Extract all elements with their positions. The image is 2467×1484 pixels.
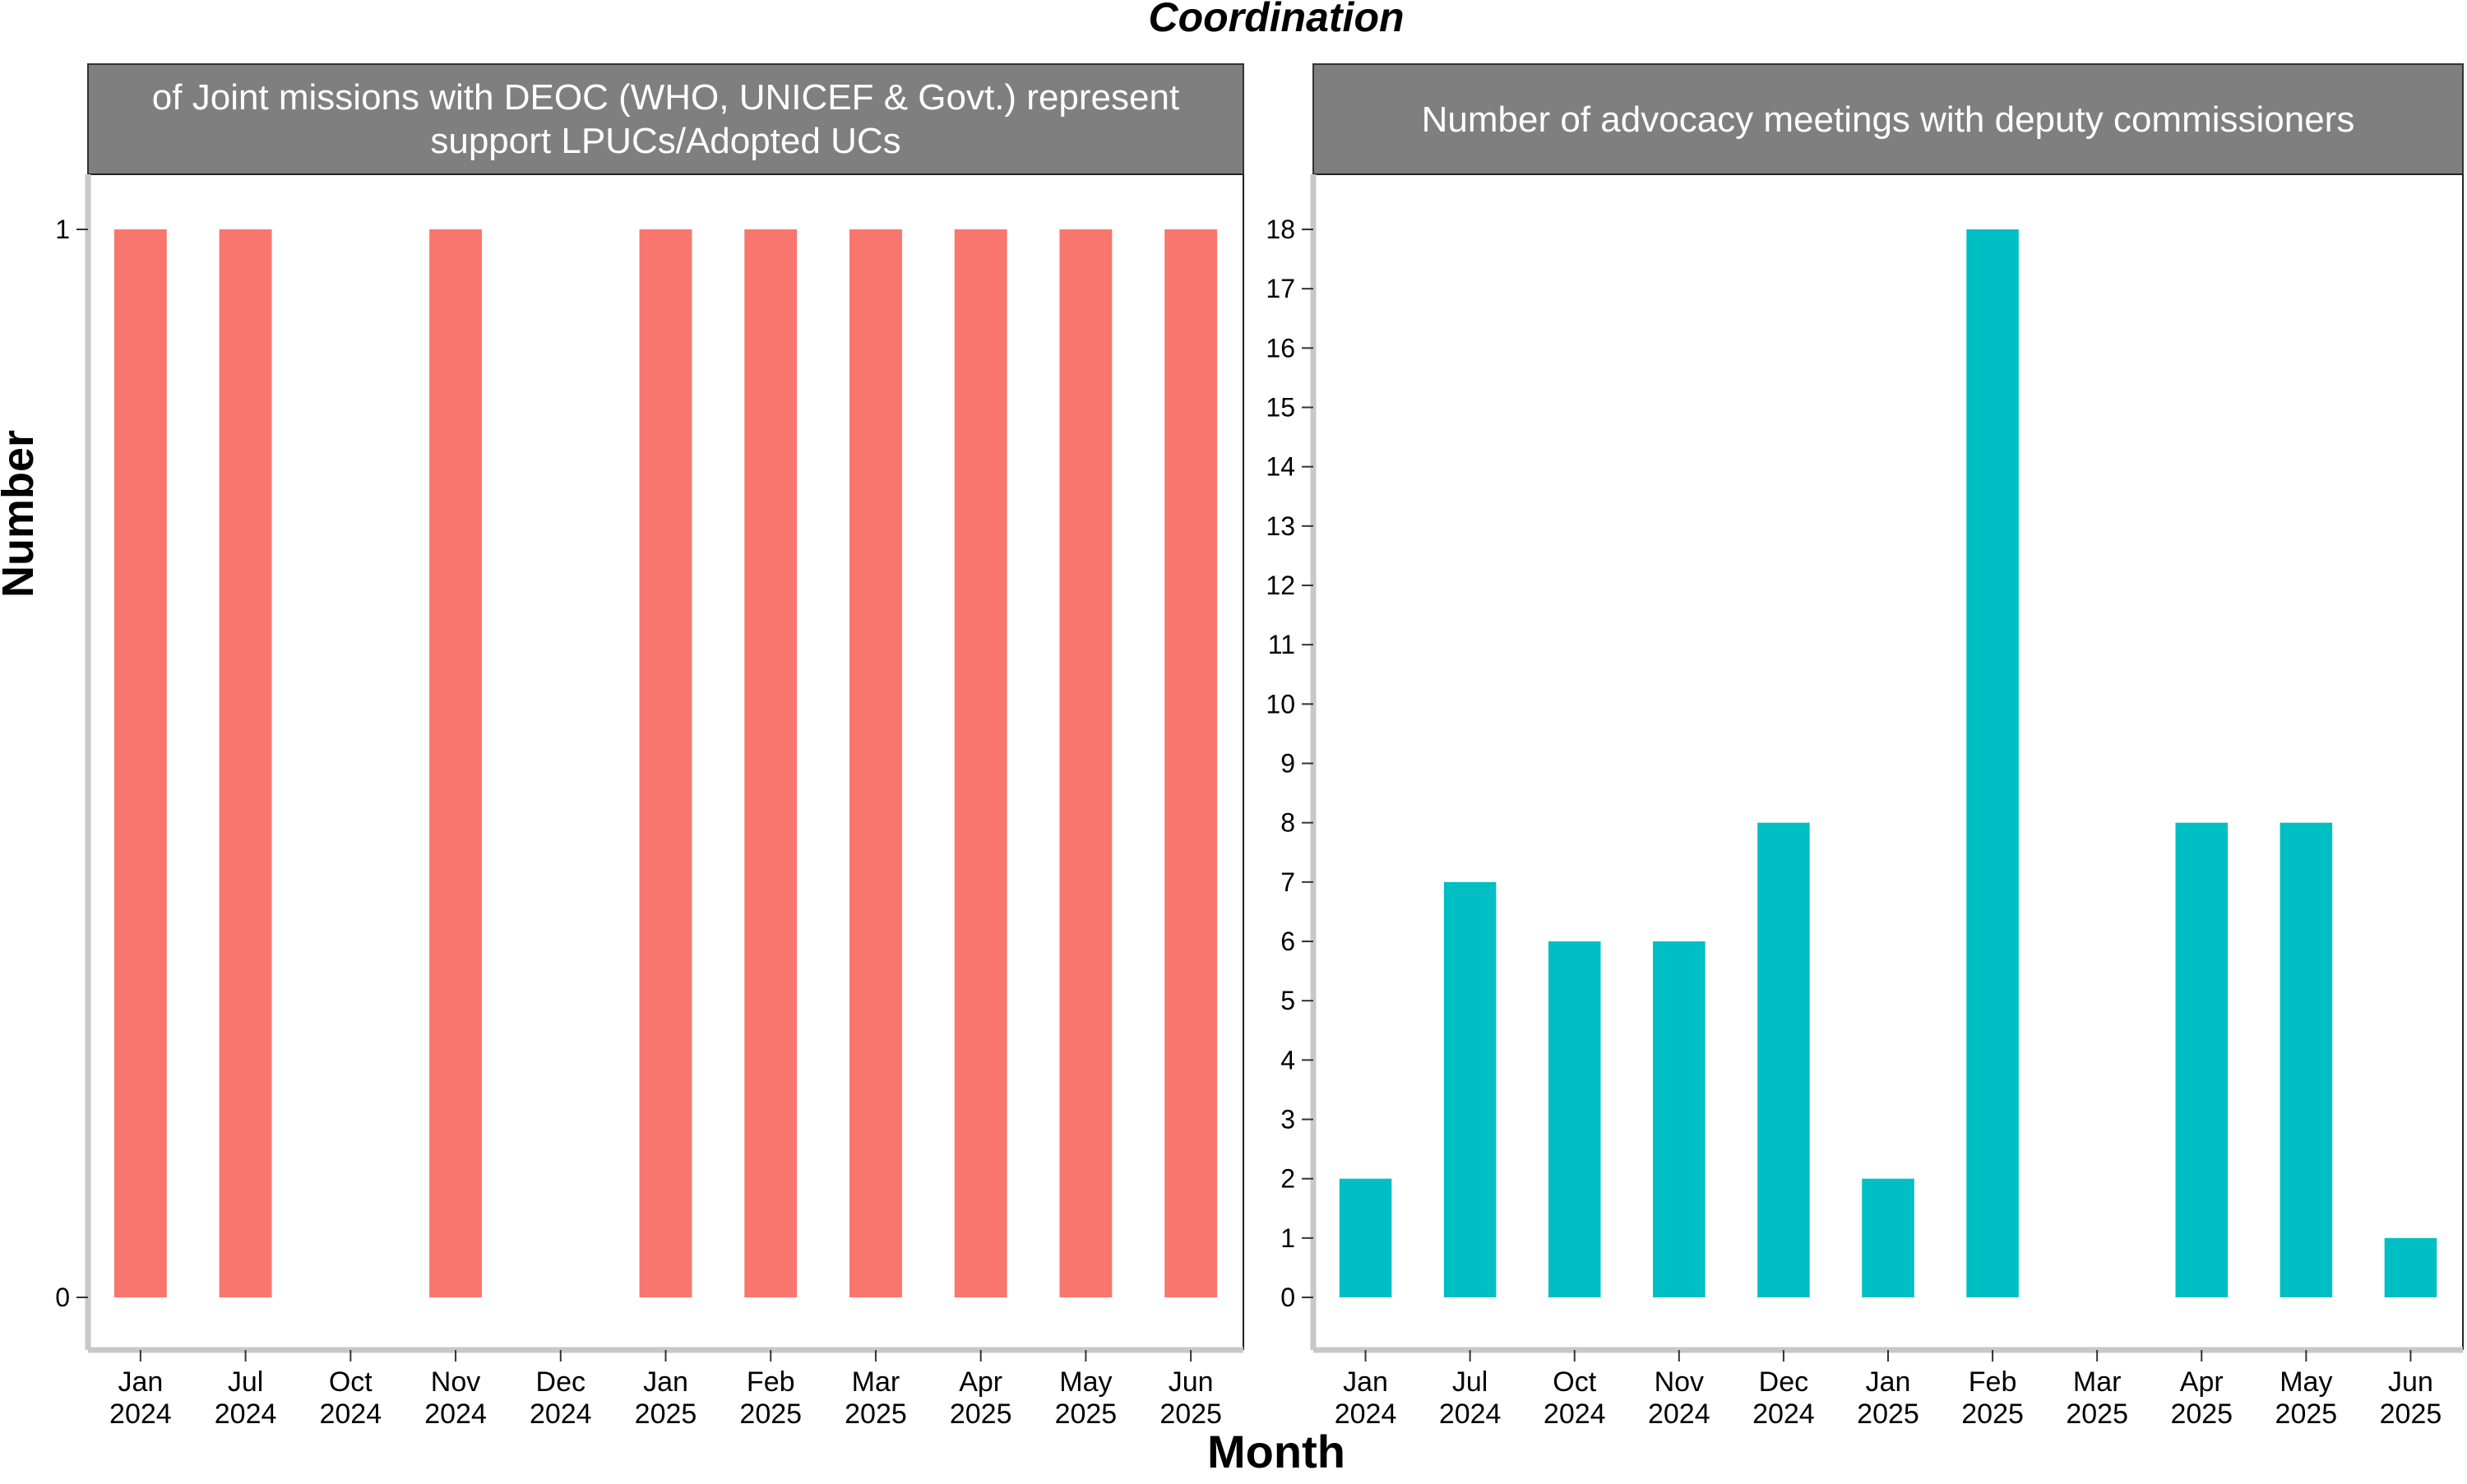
- bar: [1443, 881, 1497, 1297]
- bar: [1757, 822, 1810, 1297]
- bar: [2280, 822, 2333, 1297]
- bar: [849, 229, 902, 1297]
- x-tick-label-year: 2025: [2380, 1398, 2442, 1430]
- x-tick-label-year: 2025: [2275, 1398, 2338, 1430]
- x-tick-label-month: Oct: [1553, 1366, 1596, 1398]
- x-tick-label-year: 2024: [215, 1398, 277, 1430]
- y-tick-label: 5: [1280, 986, 1295, 1015]
- bar: [1653, 941, 1706, 1297]
- bar: [954, 229, 1007, 1297]
- bar: [113, 229, 167, 1297]
- x-tick-label-year: 2025: [1159, 1398, 1222, 1430]
- bar: [744, 229, 798, 1297]
- y-tick-label: 4: [1280, 1045, 1295, 1075]
- facet-strip: [87, 63, 1244, 175]
- bar: [219, 229, 272, 1297]
- x-tick-label-year: 2025: [635, 1398, 697, 1430]
- x-tick-label-month: Dec: [536, 1366, 586, 1398]
- bar: [639, 229, 692, 1297]
- y-tick-label: 2: [1280, 1164, 1295, 1194]
- x-tick-label-month: Oct: [329, 1366, 373, 1398]
- y-tick-label: 0: [1280, 1283, 1295, 1312]
- y-tick-label: 13: [1266, 511, 1295, 541]
- facet-strip-label: Number of advocacy meetings with deputy …: [1422, 99, 2355, 140]
- y-axis-title: Number: [0, 430, 43, 598]
- y-tick-label: 6: [1280, 927, 1295, 956]
- facet-strip-label: support LPUCs/Adopted UCs: [430, 121, 900, 161]
- x-axis-title: Month: [1207, 1426, 1345, 1477]
- x-tick-label-year: 2025: [1961, 1398, 2024, 1430]
- x-tick-label-month: Nov: [1655, 1366, 1704, 1398]
- facet-strip-label: of Joint missions with DEOC (WHO, UNICEF…: [152, 77, 1179, 118]
- y-tick-label: 17: [1266, 274, 1295, 303]
- x-tick-label-month: Mar: [2073, 1366, 2122, 1398]
- x-tick-label-month: Dec: [1759, 1366, 1808, 1398]
- x-tick-label-month: Jun: [1169, 1366, 1214, 1398]
- y-tick-label: 10: [1266, 689, 1295, 719]
- bar: [1339, 1178, 1392, 1297]
- x-tick-label-month: May: [1059, 1366, 1112, 1398]
- y-tick-label: 12: [1266, 571, 1295, 600]
- facet-strip: [1312, 63, 2464, 175]
- x-tick-label-year: 2025: [2170, 1398, 2233, 1430]
- y-tick-label: 0: [55, 1283, 70, 1312]
- x-tick-label-year: 2024: [530, 1398, 592, 1430]
- y-tick-label: 15: [1266, 393, 1295, 423]
- y-tick-label: 1: [55, 215, 70, 244]
- bar: [2384, 1237, 2437, 1297]
- y-tick-label: 11: [1268, 630, 1295, 659]
- x-tick-label-month: Mar: [852, 1366, 900, 1398]
- x-tick-label-year: 2025: [2066, 1398, 2128, 1430]
- bar: [1862, 1178, 1914, 1297]
- x-tick-label-year: 2025: [950, 1398, 1012, 1430]
- x-tick-label-year: 2025: [1857, 1398, 1919, 1430]
- x-tick-label-month: Jun: [2388, 1366, 2433, 1398]
- x-tick-label-year: 2025: [845, 1398, 907, 1430]
- chart-title: Coordination: [1148, 0, 1404, 40]
- x-tick-label-month: Jan: [118, 1366, 163, 1398]
- x-tick-label-year: 2024: [1439, 1398, 1502, 1430]
- x-tick-label-month: May: [2280, 1366, 2332, 1398]
- x-tick-label-year: 2024: [1752, 1398, 1815, 1430]
- x-tick-label-month: Jan: [1343, 1366, 1388, 1398]
- x-tick-label-year: 2024: [1648, 1398, 1710, 1430]
- bar: [1164, 229, 1218, 1297]
- y-tick-label: 1: [1280, 1223, 1295, 1253]
- x-tick-label-month: Jul: [1452, 1366, 1488, 1398]
- x-tick-label-month: Jul: [228, 1366, 263, 1398]
- panel-1: of Joint missions with DEOC (WHO, UNICEF…: [55, 63, 1244, 1430]
- bar: [1548, 941, 1601, 1297]
- x-tick-label-year: 2024: [424, 1398, 487, 1430]
- panels: of Joint missions with DEOC (WHO, UNICEF…: [55, 63, 2464, 1430]
- x-tick-label-year: 2024: [1335, 1398, 1397, 1430]
- y-tick-label: 8: [1280, 808, 1295, 838]
- x-tick-label-year: 2025: [739, 1398, 802, 1430]
- y-tick-label: 16: [1266, 333, 1295, 363]
- x-tick-label-month: Nov: [431, 1366, 480, 1398]
- y-tick-label: 3: [1280, 1105, 1295, 1135]
- x-tick-label-year: 2025: [1055, 1398, 1118, 1430]
- bar: [1966, 229, 2019, 1297]
- bar: [2175, 822, 2229, 1297]
- bar: [1059, 229, 1113, 1297]
- x-tick-label-month: Feb: [1969, 1366, 2017, 1398]
- bar: [429, 229, 482, 1297]
- x-tick-label-year: 2024: [1544, 1398, 1606, 1430]
- y-tick-label: 18: [1266, 215, 1295, 244]
- x-tick-label-year: 2024: [109, 1398, 172, 1430]
- x-tick-label-year: 2024: [319, 1398, 382, 1430]
- x-tick-label-month: Apr: [959, 1366, 1002, 1398]
- x-tick-label-month: Apr: [2180, 1366, 2224, 1398]
- y-tick-label: 9: [1280, 749, 1295, 779]
- x-tick-label-month: Jan: [1866, 1366, 1911, 1398]
- x-tick-label-month: Feb: [747, 1366, 795, 1398]
- x-tick-label-month: Jan: [643, 1366, 688, 1398]
- y-tick-label: 7: [1280, 867, 1295, 897]
- panel-2: Number of advocacy meetings with deputy …: [1266, 63, 2464, 1430]
- y-tick-label: 14: [1266, 452, 1295, 482]
